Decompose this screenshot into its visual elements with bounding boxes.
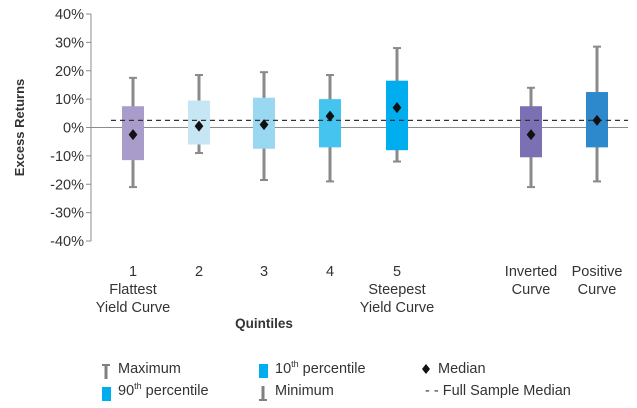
legend-label: 10th percentile bbox=[275, 359, 366, 377]
percentile-box bbox=[386, 80, 408, 151]
x-tick-label: Yield Curve bbox=[360, 300, 434, 316]
median-marker bbox=[392, 102, 402, 114]
y-tick-label: 0% bbox=[63, 121, 84, 137]
legend-label: Median bbox=[438, 361, 486, 377]
x-tick-label: 2 bbox=[195, 264, 203, 280]
x-tick-label: Curve bbox=[578, 282, 617, 298]
x-tick-label: Flattest bbox=[109, 282, 157, 298]
legend-label: Maximum bbox=[118, 361, 181, 377]
median-marker bbox=[592, 114, 602, 126]
y-axis-title: Excess Returns bbox=[12, 79, 27, 177]
y-tick-label: -10% bbox=[50, 149, 84, 165]
x-tick-label: 4 bbox=[326, 264, 334, 280]
median-marker bbox=[526, 129, 536, 141]
x-tick-label: Steepest bbox=[368, 282, 425, 298]
y-tick-label: 40% bbox=[55, 7, 84, 23]
x-axis-title: Quintiles bbox=[235, 316, 293, 331]
y-tick-label: 20% bbox=[55, 64, 84, 80]
median-marker bbox=[128, 129, 138, 141]
x-tick-label: Yield Curve bbox=[96, 300, 170, 316]
x-tick-label: Positive bbox=[572, 264, 623, 280]
y-tick-label: -30% bbox=[50, 206, 84, 222]
legend-label: Minimum bbox=[275, 383, 334, 399]
legend-median-icon bbox=[422, 364, 430, 374]
legend-label: - - Full Sample Median bbox=[425, 383, 571, 399]
median-marker bbox=[325, 110, 335, 122]
median-marker bbox=[194, 120, 204, 132]
percentile-box bbox=[319, 99, 341, 148]
y-tick-label: 30% bbox=[55, 35, 84, 51]
y-tick-label: -40% bbox=[50, 234, 84, 250]
y-tick-label: -20% bbox=[50, 177, 84, 193]
legend-90th-percentile-icon bbox=[102, 387, 111, 401]
y-tick-label: 10% bbox=[55, 92, 84, 108]
x-tick-label: 1 bbox=[129, 264, 137, 280]
x-tick-label: 3 bbox=[260, 264, 268, 280]
median-marker bbox=[259, 119, 269, 131]
x-tick-label: Curve bbox=[512, 282, 551, 298]
x-tick-label: 5 bbox=[393, 264, 401, 280]
x-tick-label: Inverted bbox=[505, 264, 557, 280]
legend-label: 90th percentile bbox=[118, 381, 209, 399]
legend-10th-percentile-icon bbox=[259, 364, 268, 378]
